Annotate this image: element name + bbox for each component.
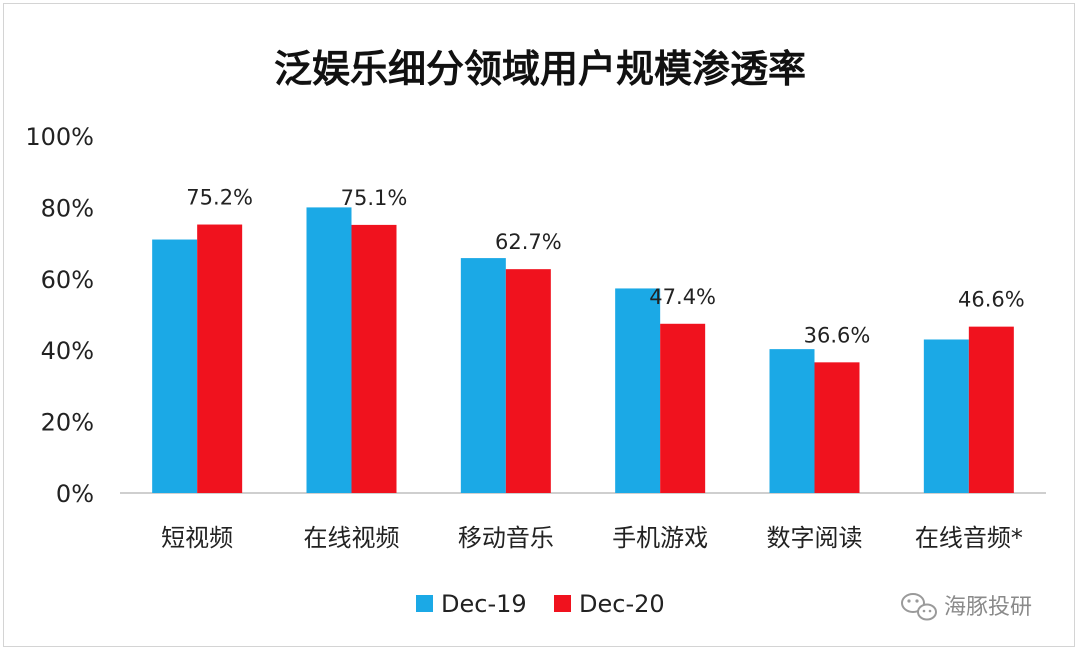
legend-label-dec-20: Dec-20 <box>579 590 665 618</box>
bars <box>152 207 1014 493</box>
bar-dec-19-1 <box>306 207 352 493</box>
category-label: 手机游戏 <box>612 524 708 552</box>
bar-dec-20-4 <box>814 362 860 493</box>
y-tick-label: 0% <box>56 480 94 508</box>
category-label: 在线视频 <box>304 524 400 552</box>
bar-dec-20-5 <box>968 326 1014 493</box>
bar-dec-20-2 <box>505 269 551 493</box>
category-label: 数字阅读 <box>767 524 863 552</box>
data-label: 36.6% <box>804 323 871 347</box>
bar-dec-19-2 <box>460 258 506 493</box>
category-label: 短视频 <box>161 524 233 552</box>
y-tick-label: 20% <box>41 409 94 437</box>
data-label: 47.4% <box>649 285 716 309</box>
y-tick-label: 100% <box>25 123 94 151</box>
legend-swatch-dec-19 <box>416 595 433 612</box>
data-labels: 75.2% 75.1% 62.7% 47.4% 36.6% 46.6% <box>186 186 1024 348</box>
y-axis: 0% 20% 40% 60% 80% 100% <box>25 123 1046 508</box>
category-label: 移动音乐 <box>458 524 554 552</box>
bar-dec-20-1 <box>351 224 397 493</box>
watermark: 海豚投研 <box>901 593 1032 621</box>
y-tick-label: 60% <box>41 266 94 294</box>
chart-frame <box>3 3 1075 647</box>
x-axis: 短视频 在线视频 移动音乐 手机游戏 数字阅读 在线音频* <box>161 524 1023 552</box>
legend: Dec-19 Dec-20 <box>416 590 665 618</box>
data-label: 75.1% <box>341 186 408 210</box>
bar-dec-20-0 <box>197 224 243 493</box>
data-label: 75.2% <box>186 186 253 210</box>
category-label: 在线音频* <box>915 524 1023 552</box>
legend-label-dec-19: Dec-19 <box>441 590 527 618</box>
y-tick-label: 80% <box>41 194 94 222</box>
chart-title: 泛娱乐细分领域用户规模渗透率 <box>274 47 806 91</box>
bar-dec-19-0 <box>152 239 198 493</box>
bar-dec-19-3 <box>615 288 661 493</box>
legend-swatch-dec-20 <box>554 595 571 612</box>
bar-dec-20-3 <box>660 323 706 493</box>
bar-dec-19-5 <box>923 339 969 493</box>
watermark-text: 海豚投研 <box>944 595 1032 620</box>
wechat-icon <box>901 593 937 621</box>
data-label: 46.6% <box>958 288 1025 312</box>
y-tick-label: 40% <box>41 337 94 365</box>
bar-dec-19-4 <box>769 349 815 493</box>
data-label: 62.7% <box>495 230 562 254</box>
